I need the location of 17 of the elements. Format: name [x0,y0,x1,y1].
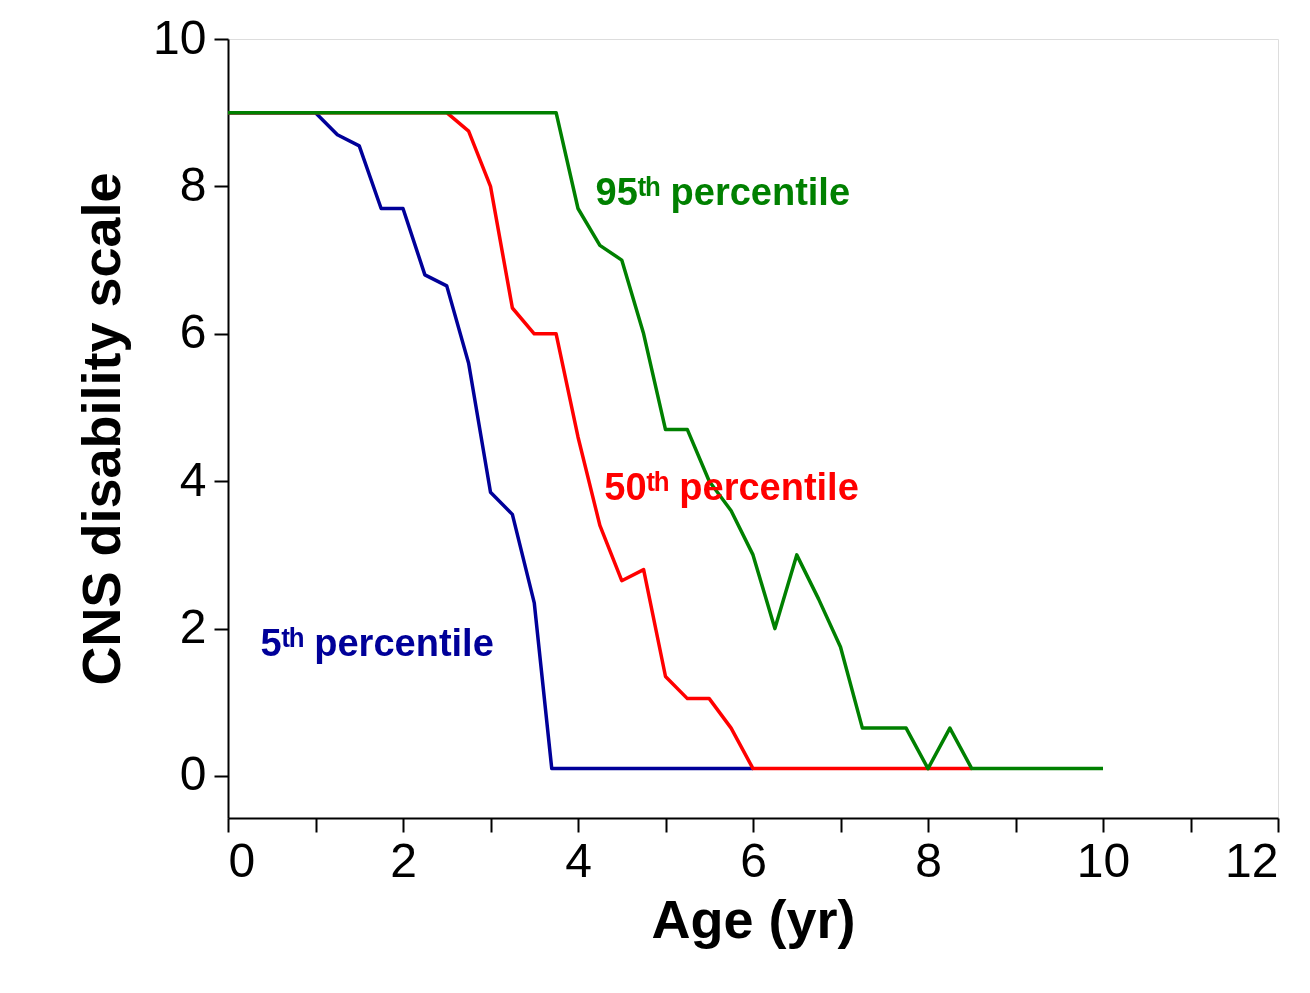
y-tick-label: 10 [153,10,207,64]
y-tick-label: 6 [179,305,207,359]
x-tick-label: 12 [1225,833,1279,887]
x-tick-label: 8 [915,833,942,887]
x-tick-label: 10 [1076,833,1131,887]
y-tick-label: 2 [179,600,207,654]
x-tick-label: 0 [228,833,256,887]
series-label: 5ᵗʰ percentile [260,621,494,664]
x-axis-title: Age (yr) [651,888,856,949]
x-tick-label: 4 [565,833,592,887]
y-tick-label: 8 [179,157,207,211]
series-label: 95ᵗʰ percentile [595,170,851,213]
x-tick-label: 2 [390,833,417,887]
x-tick-label: 6 [740,833,767,887]
y-axis-title: CNS disability scale [71,172,132,686]
y-tick-label: 0 [179,747,207,801]
y-tick-label: 4 [179,452,207,506]
